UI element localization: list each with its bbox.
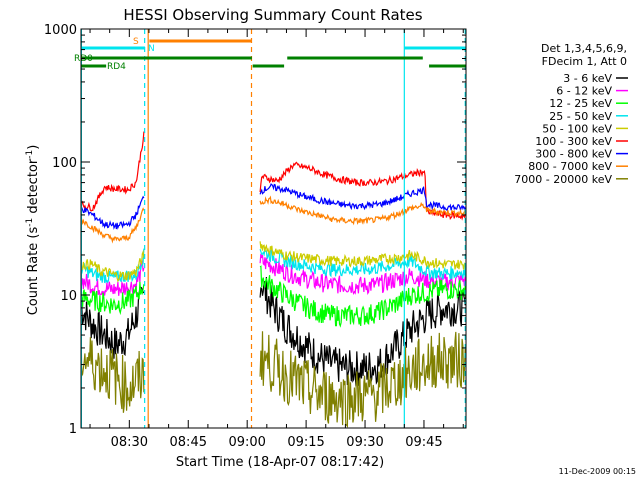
y-axis-label-main: Count Rate (s: [26, 227, 41, 316]
series-line: [81, 195, 145, 230]
x-axis-label: Start Time (18-Apr-07 08:17:42): [176, 455, 384, 470]
x-tick-label: 09:30: [346, 435, 383, 450]
legend-item-label: 25 - 50 keV: [549, 110, 612, 123]
series-line: [259, 253, 466, 296]
series-line: [259, 276, 466, 387]
x-tick-label: 09:00: [228, 435, 265, 450]
y-axis-label-mid: detector: [26, 158, 41, 218]
x-tick-label: 08:30: [111, 435, 148, 450]
x-tick-label: 08:45: [170, 435, 207, 450]
series-line: [259, 183, 466, 213]
legend-header-line-1: Det 1,3,4,5,6,9,: [541, 42, 627, 55]
y-axis-label-sup2: -1: [25, 150, 35, 159]
legend-item-label: 7000 - 20000 keV: [514, 173, 612, 186]
series-line: [259, 331, 466, 428]
y-axis-label-sup1: -1: [25, 218, 35, 227]
legend-item-label: 3 - 6 keV: [563, 72, 612, 85]
y-axis-label: Count Rate (s-1 detector-1): [25, 145, 41, 316]
series-line: [81, 260, 145, 297]
series-line: [81, 131, 145, 212]
series-line: [81, 249, 145, 283]
y-axis: 1 10 100 1000: [44, 23, 466, 437]
y-axis-label-end: ): [26, 145, 41, 150]
legend-item-label: 800 - 7000 keV: [528, 160, 612, 173]
legend-item-label: 100 - 300 keV: [535, 135, 612, 148]
footer-timestamp: 11-Dec-2009 00:15: [559, 467, 636, 476]
y-tick-label: 100: [52, 156, 77, 171]
flag-label: N: [148, 44, 155, 54]
series-line: [81, 281, 145, 316]
legend-item-label: 50 - 100 keV: [542, 122, 612, 135]
series-line: [259, 241, 466, 270]
series-line: [259, 265, 466, 328]
plot-frame: [80, 28, 467, 429]
y-tick-label: 1: [69, 422, 77, 437]
legend-item-label: 300 - 800 keV: [535, 148, 612, 161]
x-tick-label: 09:45: [405, 435, 442, 450]
x-tick-label: 09:15: [287, 435, 324, 450]
series-line: [81, 207, 145, 244]
series-line: [259, 195, 466, 226]
legend-item-label: 6 - 12 keV: [556, 85, 612, 98]
series-line: [81, 286, 145, 359]
series-line: [81, 248, 145, 284]
y-tick-label: 10: [60, 289, 77, 304]
series-line: [81, 329, 145, 413]
series-layer: [81, 131, 466, 428]
y-tick-label: 1000: [44, 23, 77, 38]
legend-header-line-2: FDecim 1, Att 0: [542, 55, 627, 68]
chart-title: HESSI Observing Summary Count Rates: [123, 6, 422, 24]
flag-label: RD4: [107, 62, 126, 72]
legend-item-label: 12 - 25 keV: [549, 97, 612, 110]
x-axis: 08:30 08:45 09:00 09:15 09:30 09:45: [89, 29, 464, 450]
flag-label: S: [133, 37, 139, 47]
legend: Det 1,3,4,5,6,9, FDecim 1, Att 0 3 - 6 k…: [514, 42, 628, 186]
